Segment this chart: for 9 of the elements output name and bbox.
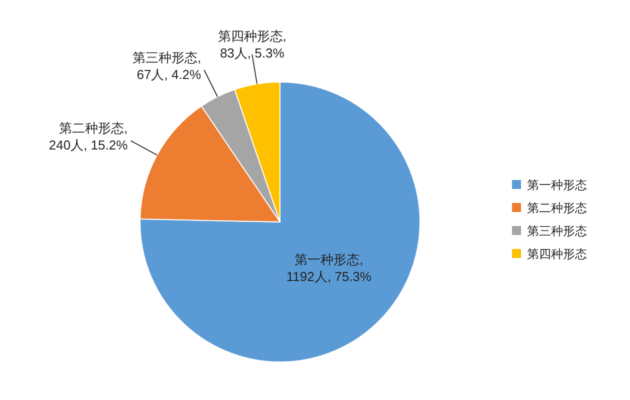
- data-label: 第一种形态, 1192人, 75.3%: [286, 252, 372, 284]
- legend-label: 第三种形态: [527, 224, 587, 238]
- legend-label: 第四种形态: [527, 247, 587, 261]
- data-label: 第三种形态, 67人, 4.2%: [132, 50, 202, 82]
- legend-label: 第二种形态: [527, 201, 587, 215]
- pie-slice: [140, 82, 420, 362]
- data-label: 第四种形态, 83人, 5.3%: [218, 28, 286, 60]
- legend-label: 第一种形态: [527, 178, 587, 192]
- data-label: 第二种形态, 240人, 15.2%: [48, 120, 128, 153]
